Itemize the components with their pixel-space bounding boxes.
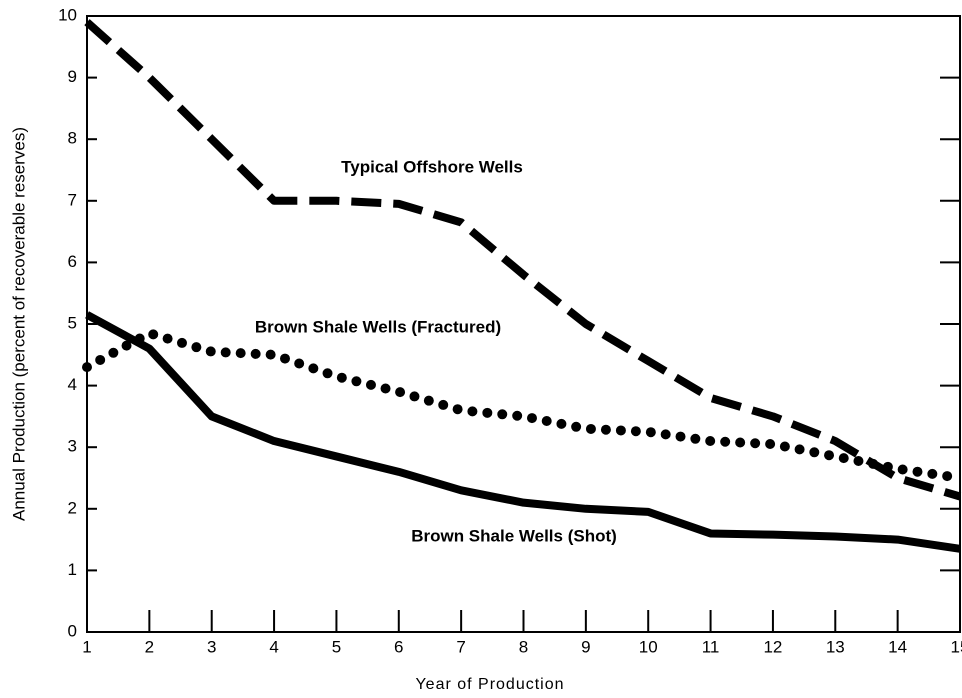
series-label: Typical Offshore Wells	[341, 157, 523, 176]
series-line	[82, 328, 962, 483]
y-tick-label: 5	[68, 313, 77, 332]
y-tick-label: 3	[68, 437, 77, 456]
y-tick-label: 9	[68, 67, 77, 86]
y-tick-label: 4	[68, 375, 77, 394]
x-tick-label: 1	[82, 637, 91, 656]
y-tick-label: 1	[68, 560, 77, 579]
x-tick-label: 10	[639, 637, 658, 656]
x-tick-label: 11	[702, 637, 720, 656]
x-tick-label: 3	[207, 637, 216, 656]
series-label: Brown Shale Wells (Fractured)	[255, 317, 501, 336]
x-tick-label: 12	[763, 637, 782, 656]
x-tick-label: 4	[269, 637, 278, 656]
x-tick-label: 14	[888, 637, 907, 656]
y-axis-label: Annual Production (percent of recoverabl…	[9, 127, 28, 521]
y-tick-label: 7	[68, 190, 77, 209]
series-line	[85, 311, 961, 553]
x-tick-label: 13	[826, 637, 845, 656]
series-line	[84, 19, 962, 501]
y-tick-label: 2	[68, 498, 77, 517]
x-tick-label: 8	[519, 637, 528, 656]
series-label: Brown Shale Wells (Shot)	[411, 526, 617, 545]
x-tick-label: 9	[581, 637, 590, 656]
x-axis-label: Year of Production	[415, 676, 564, 693]
x-tick-label: 7	[456, 637, 465, 656]
x-tick-label: 5	[332, 637, 341, 656]
y-tick-label: 8	[68, 129, 77, 148]
x-tick-label: 15	[951, 637, 962, 656]
y-tick-label: 6	[68, 252, 77, 271]
y-tick-label: 10	[58, 5, 77, 24]
x-tick-label: 2	[145, 637, 154, 656]
x-tick-label: 6	[394, 637, 403, 656]
y-tick-label: 0	[68, 621, 77, 640]
